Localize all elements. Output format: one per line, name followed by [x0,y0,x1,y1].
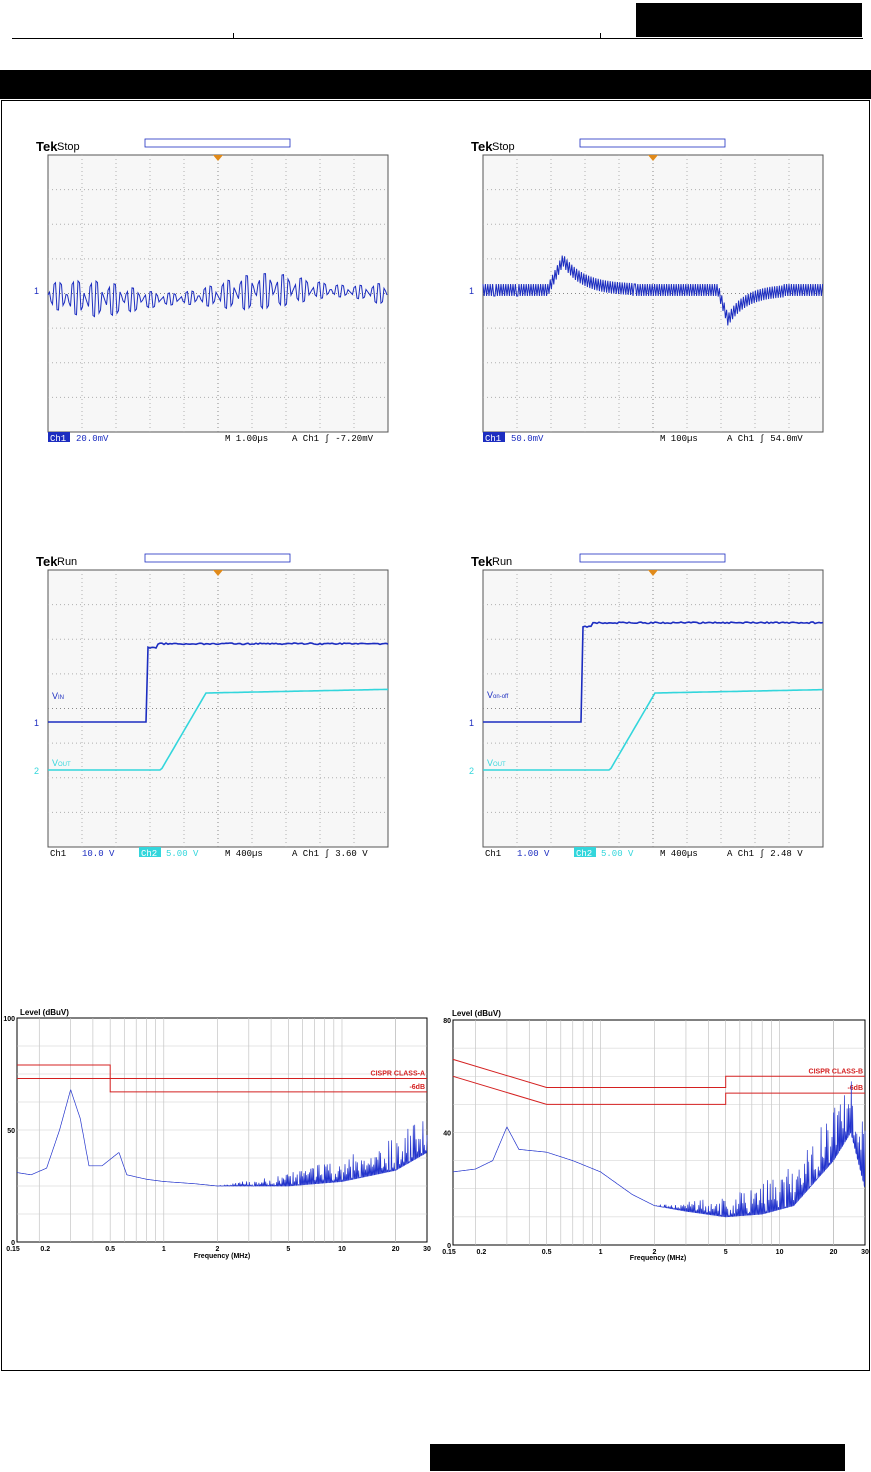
record-window-bar [145,554,290,562]
scope-brand: Tek [36,139,58,154]
scope-state: Run [492,556,512,568]
x-tick-label: 2 [652,1249,656,1256]
ch1-ground-marker: 1 [469,718,474,728]
ch2-label: Ch2 [576,849,592,859]
ch2-label: Ch2 [141,849,157,859]
x-tick-label: 0.2 [477,1249,487,1256]
limit-line-label: -6dB [409,1084,425,1091]
scope-startup-onoff: Tek Run Von-off VOUT Ch1 1.00 V Ch2 5.00… [465,550,830,860]
record-window-bar [580,554,725,562]
chart-xlabel: Frequency (MHz) [194,1253,250,1260]
limit-line-label: CISPR CLASS-B [809,1068,863,1075]
x-tick-label: 0.15 [442,1249,456,1256]
footer-black-box [430,1444,845,1471]
emi-chart-class-a: Level (dBuV) Frequency (MHz) 0501000.15 0… [0,1005,435,1265]
x-tick-label: 0.5 [105,1246,115,1253]
x-tick-label: 0.15 [6,1246,20,1253]
scope-state: Run [57,556,77,568]
limit-line-label: -6dB [847,1085,863,1092]
timebase: M 400µs [660,849,698,859]
x-tick-label: 5 [724,1249,728,1256]
y-tick-label: 80 [443,1018,451,1025]
x-tick-label: 5 [286,1246,290,1253]
scope-transient: Tek Stop Ch1 50.0mV M 100µs A Ch1 ∫ 54.0… [465,135,830,445]
header-rule [12,38,863,39]
ch1-scale: 10.0 V [82,849,115,859]
timebase: M 400µs [225,849,263,859]
ch1-ground-marker: 1 [34,718,39,728]
scope-state: Stop [57,141,80,153]
record-window-bar [145,139,290,147]
chart-xlabel: Frequency (MHz) [630,1255,686,1262]
ch1-label: Ch1 [485,434,501,444]
x-tick-label: 0.2 [40,1246,50,1253]
emi-chart-class-b: Level (dBuV) Frequency (MHz) 0 40 80 0.15 0.… [435,1005,871,1265]
scope-state: Stop [492,141,515,153]
chart-ylabel: Level (dBuV) [452,1009,501,1018]
y-tick-label: 40 [443,1131,451,1138]
scope-brand: Tek [471,554,493,569]
x-tick-label: 2 [215,1246,219,1253]
ch1-ground-marker: 1 [34,286,39,296]
ch2-scale: 5.00 V [166,849,199,859]
trigger-setting: A Ch1 ∫ 2.48 V [727,849,803,859]
x-tick-label: 10 [338,1246,346,1253]
section-title-bar [0,70,871,99]
scope-ripple: Tek Stop Ch1 20.0mV M 1.00µs A Ch1 ∫ -7.… [30,135,395,445]
x-tick-label: 30 [861,1249,869,1256]
trigger-setting: A Ch1 ∫ 54.0mV [727,434,803,444]
y-tick-label: 50 [7,1128,15,1135]
header-divider [233,33,234,39]
x-tick-label: 10 [776,1249,784,1256]
trigger-setting: A Ch1 ∫ 3.60 V [292,849,368,859]
x-tick-label: 30 [423,1246,431,1253]
scope-startup-vin: Tek Run VIN VOUT Ch1 10.0 V Ch2 5.00 V M… [30,550,395,860]
ch1-label: Ch1 [50,849,66,859]
trigger-setting: A Ch1 ∫ -7.20mV [292,434,374,444]
ch1-label: Ch1 [485,849,501,859]
ch1-scale: 50.0mV [511,434,544,444]
ch1-ground-marker: 1 [469,286,474,296]
record-window-bar [580,139,725,147]
header-black-box [636,3,862,37]
chart-ylabel: Level (dBuV) [20,1008,69,1017]
timebase: M 1.00µs [225,434,268,444]
x-tick-label: 1 [599,1249,603,1256]
timebase: M 100µs [660,434,698,444]
ch2-ground-marker: 2 [469,766,474,776]
ch2-scale: 5.00 V [601,849,634,859]
x-tick-label: 1 [162,1246,166,1253]
header-divider [600,33,601,39]
ch1-label: Ch1 [50,434,66,444]
x-tick-label: 0.5 [542,1249,552,1256]
x-tick-label: 20 [830,1249,838,1256]
x-tick-label: 20 [392,1246,400,1253]
ch2-ground-marker: 2 [34,766,39,776]
limit-line-label: CISPR CLASS-A [371,1070,425,1077]
scope-brand: Tek [36,554,58,569]
ch1-scale: 20.0mV [76,434,109,444]
scope-brand: Tek [471,139,493,154]
y-tick-label: 100 [3,1016,15,1023]
ch1-scale: 1.00 V [517,849,550,859]
